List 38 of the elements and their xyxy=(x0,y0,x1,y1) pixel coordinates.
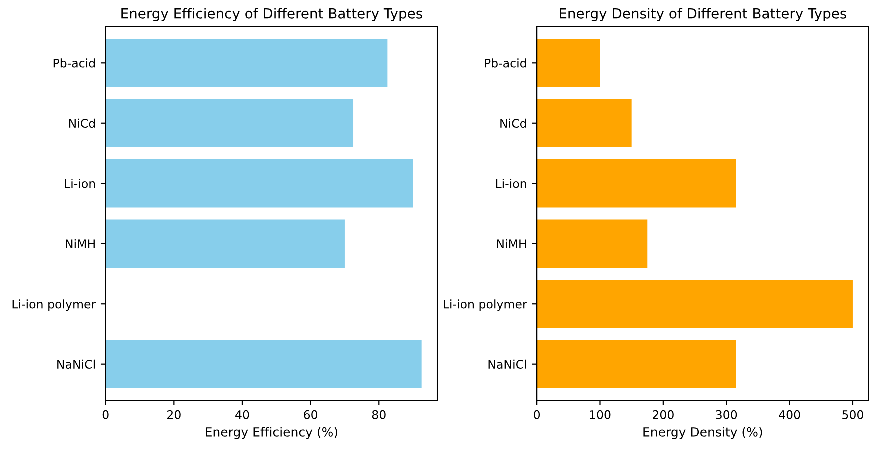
y-tick-label: Pb-acid xyxy=(54,58,96,68)
y-tick-label: Pb-acid xyxy=(485,58,526,68)
x-tick-label: 60 xyxy=(304,410,318,420)
chart-title: Energy Efficiency of Different Battery Types xyxy=(122,8,422,22)
bar xyxy=(537,39,600,88)
y-tick-label: NiMH xyxy=(66,239,95,248)
x-tick-label: 500 xyxy=(842,410,864,420)
y-tick-label: Li-ion xyxy=(496,179,526,188)
y-tick-label: NaNiCl xyxy=(488,360,526,370)
x-axis-title: Energy Efficiency (%) xyxy=(206,427,338,440)
y-tick-label: NiCd xyxy=(69,118,96,128)
y-tick-label: NaNiCl xyxy=(58,360,96,370)
bar xyxy=(106,160,414,208)
bar xyxy=(106,99,354,148)
bar xyxy=(106,39,388,88)
x-tick-label: 0 xyxy=(534,410,540,420)
y-tick-label: NiMH xyxy=(497,239,526,248)
bar xyxy=(537,280,853,328)
y-tick-label: NiCd xyxy=(500,118,526,128)
x-tick-label: 40 xyxy=(236,410,250,420)
x-tick-label: 100 xyxy=(590,410,611,420)
x-tick-label: 20 xyxy=(168,410,181,420)
bar xyxy=(537,340,736,388)
chart-title: Energy Density of Different Battery Types xyxy=(560,8,846,22)
bar xyxy=(106,220,345,268)
y-tick-label: Li-ion polymer xyxy=(444,300,528,312)
bar xyxy=(106,340,422,388)
x-tick-label: 200 xyxy=(653,410,674,420)
x-tick-label: 0 xyxy=(102,410,109,420)
x-axis-title: Energy Density (%) xyxy=(644,427,762,440)
y-tick-label: Li-ion polymer xyxy=(12,300,96,312)
bar xyxy=(537,99,632,148)
x-tick-label: 300 xyxy=(716,410,738,420)
x-tick-label: 400 xyxy=(779,410,800,420)
bar xyxy=(537,160,736,208)
x-tick-label: 80 xyxy=(372,410,386,420)
bar xyxy=(537,220,648,268)
y-tick-label: Li-ion xyxy=(65,179,96,188)
